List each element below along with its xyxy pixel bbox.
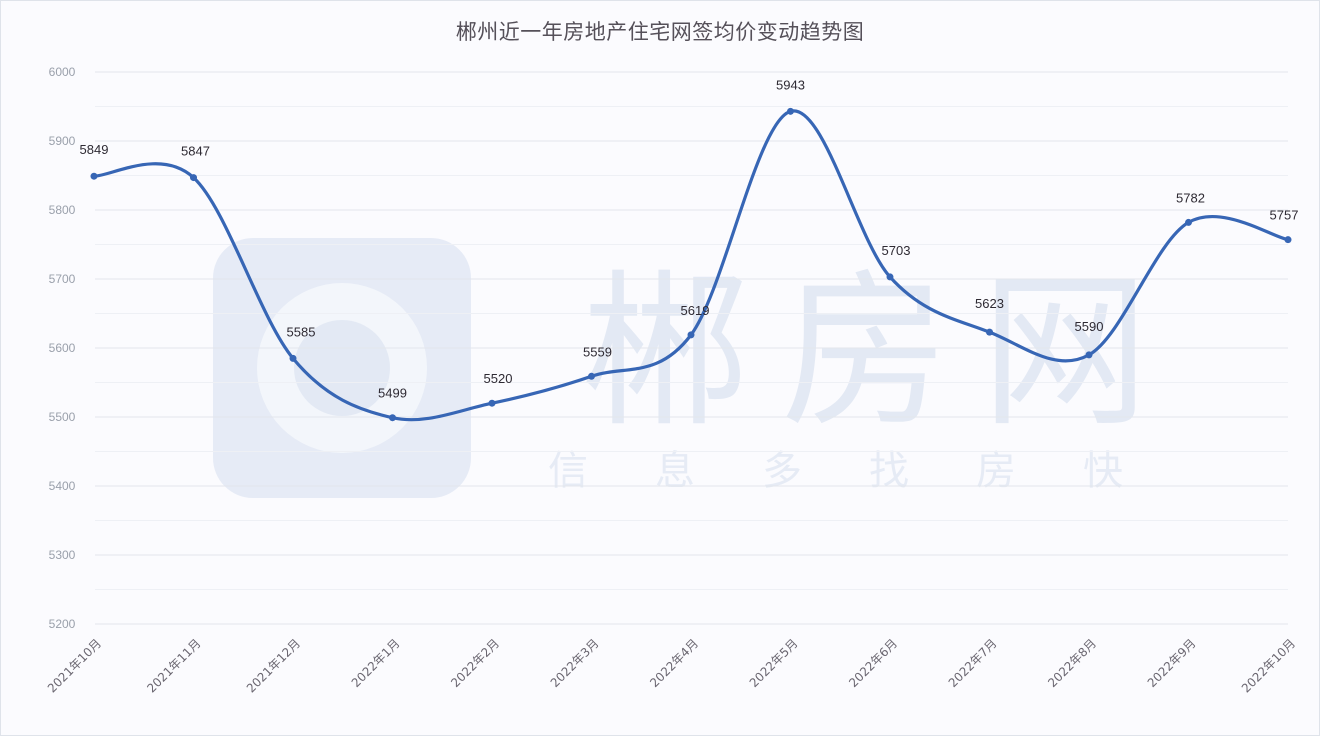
watermark-slogan-char: 多 xyxy=(762,448,802,494)
data-point xyxy=(1085,351,1093,359)
data-label: 5499 xyxy=(378,386,407,401)
data-point xyxy=(488,399,496,407)
x-tick-label: 2022年10月 xyxy=(1239,636,1298,695)
data-point xyxy=(1185,218,1192,226)
y-tick-label: 6000 xyxy=(49,65,76,79)
y-tick-label: 5900 xyxy=(49,134,76,148)
watermark-slogan-char: 房 xyxy=(976,448,1016,494)
x-tick-label: 2022年6月 xyxy=(846,636,900,690)
watermark-slogan-char: 信 xyxy=(548,448,588,494)
x-axis: 2021年10月 2021年11月 2021年12月 2022年1月 2022年2月 20… xyxy=(45,636,1298,695)
x-tick-label: 2022年4月 xyxy=(647,636,701,690)
data-point xyxy=(787,107,794,115)
y-tick-label: 5600 xyxy=(49,341,76,355)
data-point xyxy=(687,331,695,339)
y-tick-label: 5300 xyxy=(49,548,76,562)
data-labels: 5849 5847 5585 5499 5520 5559 5619 5943 5703 5623… xyxy=(80,77,1299,400)
data-label: 5619 xyxy=(681,303,710,318)
watermark-brand-char: 网 xyxy=(981,254,1149,450)
data-point xyxy=(190,174,197,182)
x-tick-label: 2022年5月 xyxy=(747,636,801,690)
data-point xyxy=(588,372,595,380)
x-tick-label: 2022年1月 xyxy=(349,636,403,690)
y-tick-label: 5800 xyxy=(49,203,76,217)
data-label: 5585 xyxy=(287,324,316,339)
watermark-slogan-char: 息 xyxy=(655,448,695,494)
data-label: 5590 xyxy=(1075,319,1104,334)
data-label: 5623 xyxy=(975,296,1004,311)
x-tick-label: 2021年10月 xyxy=(45,636,104,695)
data-point xyxy=(90,172,98,180)
x-tick-label: 2022年7月 xyxy=(946,636,1000,690)
data-label: 5520 xyxy=(484,371,513,386)
watermark: 郴房网信息多找房快 xyxy=(213,238,1149,498)
data-point xyxy=(886,273,894,281)
x-tick-label: 2022年2月 xyxy=(448,636,502,690)
data-label: 5943 xyxy=(776,77,805,92)
data-label: 5703 xyxy=(882,243,911,258)
watermark-slogan-char: 快 xyxy=(1083,448,1123,494)
chart-title: 郴州近一年房地产住宅网签均价变动趋势图 xyxy=(455,20,865,44)
x-tick-label: 2021年12月 xyxy=(244,636,303,695)
data-point xyxy=(389,414,396,422)
data-label: 5559 xyxy=(583,344,612,359)
y-tick-label: 5400 xyxy=(49,479,76,493)
data-label: 5847 xyxy=(181,144,210,159)
data-points xyxy=(90,107,1292,422)
data-point xyxy=(986,328,993,336)
y-axis: 6000 5900 5800 5700 5600 5500 5400 5300 5200 xyxy=(49,65,76,631)
x-tick-label: 2022年8月 xyxy=(1045,636,1099,690)
y-tick-label: 5700 xyxy=(49,272,76,286)
data-label: 5849 xyxy=(80,142,109,157)
data-point xyxy=(1284,236,1292,244)
watermark-slogan-char: 找 xyxy=(869,448,909,494)
watermark-brand-char: 房 xyxy=(781,254,949,450)
y-tick-label: 5200 xyxy=(49,617,76,631)
data-label: 5757 xyxy=(1270,208,1299,223)
x-tick-label: 2022年9月 xyxy=(1145,636,1199,690)
data-label: 5782 xyxy=(1176,190,1205,205)
x-tick-label: 2022年3月 xyxy=(548,636,602,690)
x-tick-label: 2021年11月 xyxy=(144,636,203,695)
y-tick-label: 5500 xyxy=(49,410,76,424)
data-point xyxy=(289,354,297,362)
gridlines xyxy=(95,71,1288,625)
